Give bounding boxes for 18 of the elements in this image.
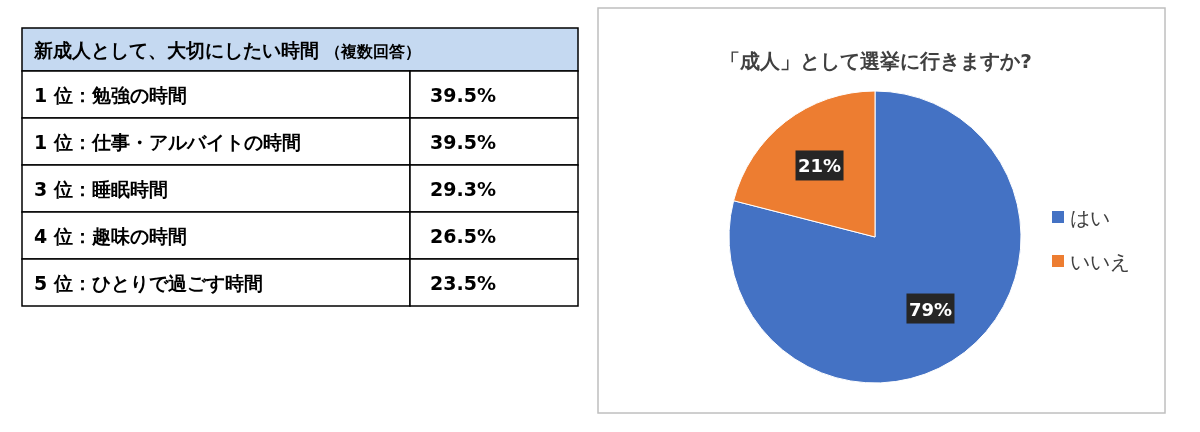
category-label: 4 位：趣味の時間 [34, 224, 187, 247]
text: （複数回答） [325, 41, 421, 61]
legend-label: はい [1070, 206, 1110, 230]
pie-slice [728, 90, 1022, 384]
text: 26.5% [430, 224, 496, 247]
chart-title: 「成人」として選挙に行きますか? [720, 49, 1032, 73]
legend-label: いいえ [1070, 250, 1130, 274]
text: 39.5% [430, 83, 496, 106]
data-label: 79% [908, 298, 953, 320]
text: 新成人として、大切にしたい時間 [34, 38, 319, 61]
category-label: 3 位：睡眠時間 [34, 177, 168, 200]
data-label: 21% [797, 155, 842, 177]
text: 39.5% [430, 130, 496, 153]
text: 29.3% [430, 177, 496, 200]
text: 23.5% [430, 271, 496, 294]
category-label: 1 位：仕事・アルバイトの時間 [34, 130, 301, 153]
category-label: 1 位：勉強の時間 [34, 83, 187, 106]
category-label: 5 位：ひとりで過ごす時間 [34, 271, 263, 294]
